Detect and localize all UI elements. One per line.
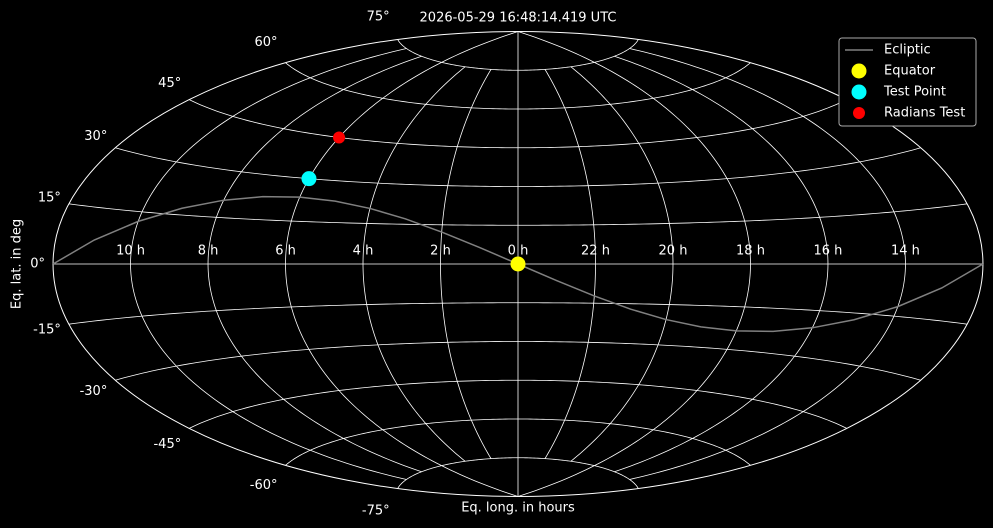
data-point [510, 256, 526, 272]
y-tick-label: -45° [153, 437, 181, 452]
y-tick-label: -75° [362, 503, 390, 518]
legend-marker [853, 107, 865, 119]
y-axis-label: Eq. lat. in deg [10, 219, 25, 309]
x-tick-label: 16 h [814, 244, 843, 259]
y-tick-label: 45° [158, 76, 181, 91]
legend-marker [851, 84, 867, 100]
grid-line [570, 66, 674, 462]
x-tick-label: 8 h [198, 244, 219, 259]
legend-label: Equator [884, 64, 936, 79]
x-tick-label: 2 h [430, 244, 451, 259]
legend-label: Radians Test [884, 106, 965, 121]
x-tick-label: 14 h [891, 244, 920, 259]
legend-box [838, 37, 977, 127]
y-tick-label: 60° [254, 35, 277, 50]
data-point [301, 171, 317, 187]
legend-marker [851, 63, 867, 79]
grid-line [629, 48, 906, 480]
y-tick-label: -15° [33, 323, 61, 338]
x-tick-label: 18 h [736, 244, 765, 259]
grid-line [207, 55, 422, 473]
chart-title: 2026-05-29 16:48:14.419 UTC [420, 11, 617, 26]
legend-label: Test Point [883, 85, 946, 100]
x-tick-label: 6 h [275, 244, 296, 259]
x-axis-label: Eq. long. in hours [461, 501, 575, 516]
grid-line [130, 48, 407, 480]
grid-line [544, 69, 596, 459]
y-tick-label: 0° [30, 257, 45, 272]
y-tick-label: -60° [250, 478, 278, 493]
y-tick-label: 75° [367, 10, 390, 25]
y-tick-label: 15° [38, 190, 61, 205]
grid-line [440, 69, 492, 459]
grid-line [614, 55, 829, 473]
y-tick-label: 30° [84, 129, 107, 144]
x-tick-label: 10 h [116, 244, 145, 259]
y-tick-label: -30° [80, 384, 108, 399]
grid-line [362, 66, 466, 462]
x-tick-label: 22 h [581, 244, 610, 259]
data-point [333, 131, 346, 144]
x-tick-label: 4 h [353, 244, 374, 259]
grid-line [517, 31, 751, 497]
x-tick-label: 20 h [659, 244, 688, 259]
legend-label: Ecliptic [884, 43, 931, 58]
x-tick-label: 0 h [508, 244, 529, 259]
grid-line [285, 31, 519, 497]
